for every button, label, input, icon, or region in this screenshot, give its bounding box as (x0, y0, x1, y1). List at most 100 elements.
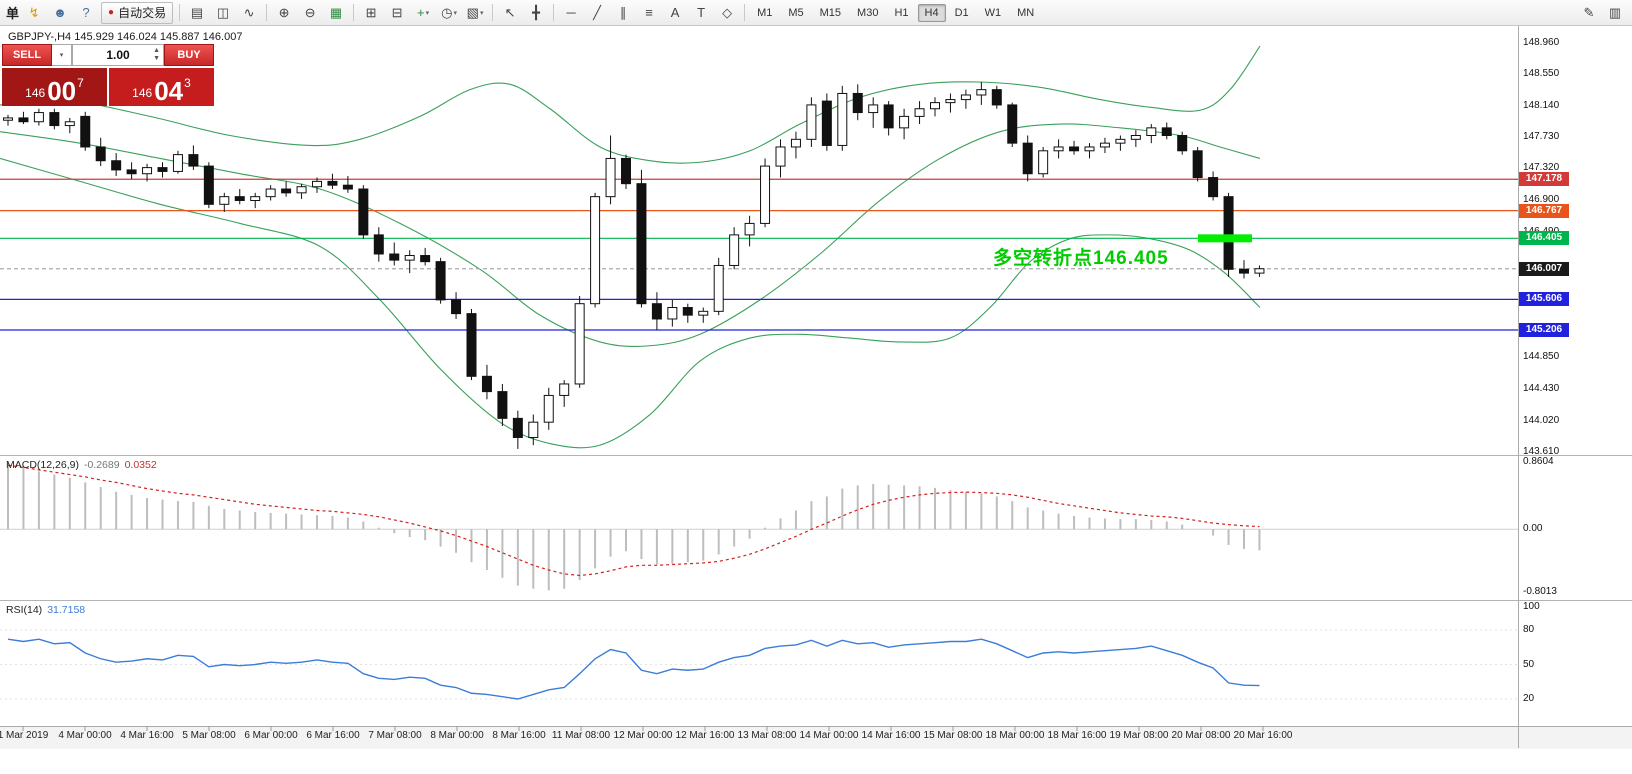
main-chart-panel[interactable] (0, 26, 1632, 455)
timeframe-h4[interactable]: H4 (917, 3, 946, 22)
auto-trading-label: 自动交易 (118, 6, 167, 20)
separator (179, 4, 181, 21)
sell-price-frac: 7 (77, 76, 84, 90)
timeframe-d1[interactable]: D1 (954, 6, 969, 19)
buy-price[interactable]: 146 04 3 (109, 68, 214, 106)
macd-panel[interactable] (0, 456, 1632, 600)
rsi-scale-label: 100 (1523, 601, 1540, 612)
chevron-down-icon: ▾ (453, 9, 457, 17)
separator (266, 4, 268, 21)
template-icon: ▧ (466, 4, 479, 20)
hline-icon: ─ (566, 5, 576, 20)
price-scale-label: 146.900 (1523, 194, 1560, 206)
time-axis[interactable] (0, 726, 1632, 749)
cursor-button[interactable]: ↖ (498, 2, 522, 24)
timeframe-mn[interactable]: MN (1017, 6, 1035, 19)
volume-input[interactable]: 1.00 ▲ ▼ (72, 44, 164, 66)
auto-trading-button[interactable]: ● 自动交易 (101, 1, 174, 24)
price-scale-label: 144.850 (1523, 351, 1560, 363)
trendline-tool-button[interactable]: ╱ (585, 2, 609, 24)
separator (492, 4, 494, 21)
crosshair-button[interactable]: ╋ (524, 2, 548, 24)
period-button[interactable]: ◷ ▾ (437, 2, 461, 24)
rsi-panel[interactable] (0, 601, 1632, 726)
time-label: 14 Mar 00:00 (799, 730, 859, 741)
time-label: 4 Mar 00:00 (58, 730, 112, 741)
indicators-window-button[interactable]: ⊞ (359, 2, 383, 24)
order-menu[interactable]: 单 (6, 6, 20, 21)
separator (744, 4, 746, 21)
line-chart-icon: ∿ (243, 4, 255, 20)
candle-chart-button[interactable]: ◫ (211, 2, 235, 24)
buy-button[interactable]: BUY (164, 44, 214, 66)
text-tool-button[interactable]: A (663, 2, 687, 24)
grid-button[interactable]: ▦ (324, 2, 348, 24)
sell-button[interactable]: SELL (2, 44, 52, 66)
buy-price-frac: 3 (184, 76, 191, 90)
line-chart-button[interactable]: ∿ (237, 2, 261, 24)
time-label: 1 Mar 2019 (0, 730, 49, 741)
account-button[interactable]: ☻ (48, 2, 72, 24)
zoom-out-button[interactable]: ⊖ (298, 2, 322, 24)
panel-divider[interactable] (0, 600, 1632, 601)
add-indicator-icon: + (417, 5, 425, 20)
time-label: 7 Mar 08:00 (368, 730, 422, 741)
price-tag-146.405: 146.405 (1519, 231, 1569, 246)
tile-windows-icon: ⊟ (391, 4, 403, 20)
price-scale-label: 148.960 (1523, 37, 1560, 48)
tile-windows-button[interactable]: ⊟ (385, 2, 409, 24)
zoom-in-icon: ⊕ (278, 4, 290, 20)
price-scale-label: 147.730 (1523, 131, 1560, 143)
one-click-trading-widget: SELL ▾ 1.00 ▲ ▼ BUY 146 00 7 146 04 3 (2, 44, 214, 106)
price-tag-147.178: 147.178 (1519, 172, 1569, 187)
timeframe-m1[interactable]: M1 (757, 6, 773, 19)
chart-annotation: 多空转折点146.405 (993, 248, 1169, 269)
indicators-window-icon: ⊞ (365, 4, 377, 20)
volume-value: 1.00 (106, 48, 130, 62)
panel-divider[interactable] (0, 455, 1632, 456)
time-label: 8 Mar 00:00 (430, 730, 484, 741)
edit-icon: ✎ (1583, 4, 1595, 20)
timeframe-m30[interactable]: M30 (857, 6, 879, 19)
timeframe-h1[interactable]: H1 (894, 6, 909, 19)
shapes-tool-button[interactable]: ◇ (715, 2, 739, 24)
price-axis-border (1518, 26, 1519, 748)
help-button[interactable]: ? (74, 2, 98, 24)
time-label: 8 Mar 16:00 (492, 730, 546, 741)
macd-scale-label: 0.00 (1523, 523, 1543, 535)
timeframe-w1[interactable]: W1 (984, 6, 1002, 19)
edit-button[interactable]: ✎ (1577, 2, 1601, 24)
rsi-scale-label: 20 (1523, 693, 1535, 704)
timeframe-m5[interactable]: M5 (788, 6, 804, 19)
price-tag-146.007: 146.007 (1519, 261, 1569, 276)
macd-header: MACD(12,26,9) -0.2689 0.0352 (6, 459, 157, 471)
macd-scale-label: -0.8013 (1523, 586, 1557, 597)
shapes-icon: ◇ (722, 4, 733, 20)
account-icon: ☻ (53, 5, 67, 20)
panel-toggle-button[interactable]: ▥ (1603, 2, 1627, 24)
label-tool-button[interactable]: T (689, 2, 713, 24)
bar-chart-button[interactable]: ▤ (185, 2, 209, 24)
volume-stepper[interactable]: ▲ ▼ (153, 47, 160, 63)
step-down-icon[interactable]: ▼ (153, 55, 160, 62)
channel-tool-button[interactable]: ∥ (611, 2, 635, 24)
rsi-value: 31.7158 (47, 604, 86, 616)
sell-price[interactable]: 146 00 7 (2, 68, 107, 106)
order-type-dropdown[interactable]: ▾ (52, 44, 72, 66)
cursor-icon: ↖ (504, 4, 516, 20)
rsi-scale-label: 80 (1523, 624, 1535, 635)
time-label: 18 Mar 16:00 (1047, 730, 1107, 741)
zoom-in-button[interactable]: ⊕ (272, 2, 296, 24)
time-label: 11 Mar 08:00 (551, 730, 611, 741)
price-scale-label: 148.140 (1523, 99, 1560, 111)
hline-tool-button[interactable]: ─ (559, 2, 583, 24)
fibonacci-icon: ≡ (645, 5, 653, 20)
template-button[interactable]: ▧ ▾ (463, 2, 487, 24)
flash-button[interactable]: ↯ (22, 2, 46, 24)
timeframe-m15[interactable]: M15 (819, 6, 842, 19)
step-up-icon[interactable]: ▲ (153, 47, 160, 54)
add-indicator-button[interactable]: + ▾ (411, 2, 435, 24)
fibonacci-tool-button[interactable]: ≡ (637, 2, 661, 24)
flash-icon: ↯ (28, 4, 40, 20)
